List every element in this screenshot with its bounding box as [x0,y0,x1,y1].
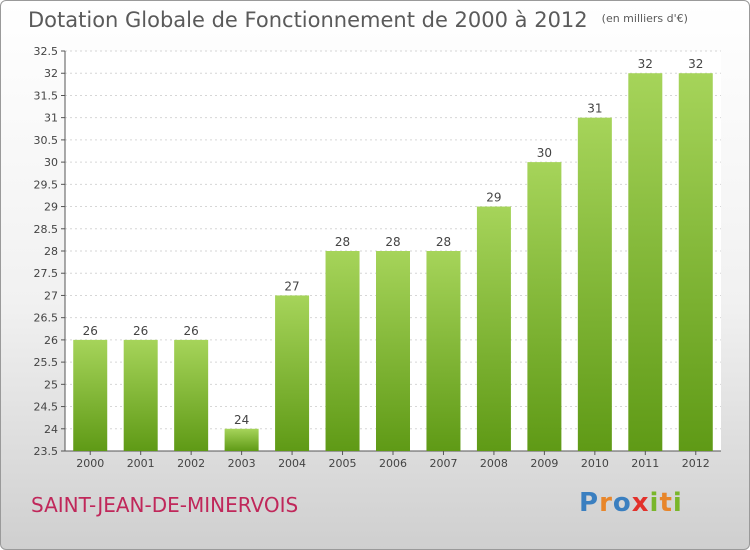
x-tick-label: 2004 [278,457,306,470]
x-tick-label: 2001 [127,457,155,470]
bar [174,339,209,451]
bar-value-label: 27 [284,279,299,293]
x-tick-label: 2000 [76,457,104,470]
y-tick-label: 25 [44,378,58,391]
y-tick-label: 24.5 [34,401,59,414]
x-tick-label: 2005 [329,457,357,470]
x-tick-label: 2002 [177,457,205,470]
y-tick-label: 32 [44,67,58,80]
x-tick-label: 2008 [480,457,508,470]
x-tick-label: 2009 [530,457,558,470]
bar [325,251,360,451]
logo-letter: t [659,488,673,518]
bar [224,428,259,451]
chart-title: Dotation Globale de Fonctionnement de 20… [28,8,688,32]
bar-value-label: 26 [184,324,199,338]
y-tick-label: 28.5 [34,223,59,236]
y-tick-label: 23.5 [34,445,59,458]
logo-letter: x [631,488,650,518]
x-tick-label: 2012 [682,457,710,470]
x-tick-label: 2007 [429,457,457,470]
bar [73,339,108,451]
commune-name: SAINT-JEAN-DE-MINERVOIS [31,493,299,517]
bar-value-label: 28 [335,235,350,249]
logo-letter: r [599,488,613,518]
y-tick-label: 30 [44,156,58,169]
y-tick-label: 31 [44,112,58,125]
bar [426,251,461,451]
bar-value-label: 30 [537,146,552,160]
bar-value-label: 24 [234,413,249,427]
bar [376,251,410,451]
bar [476,206,511,451]
bar-value-label: 26 [83,324,98,338]
bar [123,339,158,451]
bar-value-label: 28 [385,235,400,249]
bar-value-label: 32 [638,57,653,71]
y-tick-label: 24 [44,423,58,436]
y-tick-label: 26.5 [34,312,59,325]
y-tick-label: 25.5 [34,356,59,369]
logo-letter: i [672,488,683,518]
logo-letter: i [649,488,660,518]
x-tick-label: 2006 [379,457,407,470]
bar-value-label: 29 [486,191,501,205]
bar [275,295,310,451]
y-tick-label: 31.5 [34,89,59,102]
y-tick-label: 29.5 [34,178,59,191]
y-tick-label: 28 [44,245,58,258]
bar-value-label: 28 [436,235,451,249]
bar [628,73,663,451]
bar [678,73,713,451]
logo-letter: o [612,488,632,518]
bar-value-label: 31 [587,102,602,116]
x-tick-label: 2003 [228,457,256,470]
x-tick-label: 2011 [631,457,659,470]
proxiti-logo: Proxiti [579,488,683,518]
y-tick-label: 29 [44,201,58,214]
logo-letter: P [579,488,600,518]
y-tick-label: 30.5 [34,134,59,147]
bar-value-label: 32 [688,57,703,71]
x-tick-label: 2010 [581,457,609,470]
bar [577,117,612,452]
unit-label: (en milliers d'€) [601,12,688,25]
y-tick-label: 32.5 [34,45,59,58]
y-tick-label: 27.5 [34,267,59,280]
bar-value-label: 26 [133,324,148,338]
y-tick-label: 26 [44,334,58,347]
bar [527,162,562,451]
y-tick-label: 27 [44,289,58,302]
title-text: Dotation Globale de Fonctionnement de 20… [28,8,588,32]
